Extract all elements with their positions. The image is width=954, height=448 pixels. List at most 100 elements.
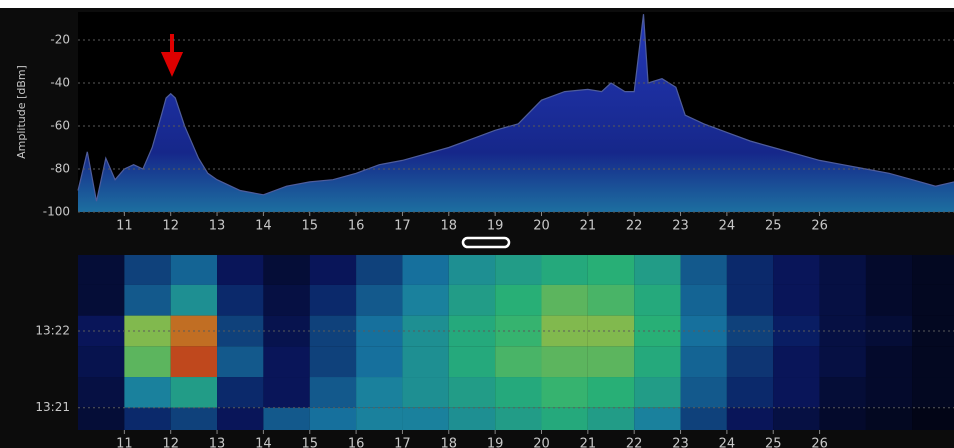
waterfall-cell: [263, 377, 309, 408]
x-tick-label: 16: [348, 219, 365, 234]
waterfall-cell: [263, 316, 309, 347]
waterfall-cell: [449, 377, 495, 408]
y-tick-label: -80: [50, 161, 70, 175]
waterfall-cell: [773, 255, 819, 285]
waterfall-cell: [217, 255, 263, 285]
waterfall-cell: [449, 346, 495, 377]
waterfall-cell: [449, 255, 495, 285]
waterfall-cell: [171, 285, 217, 316]
waterfall-cell: [124, 408, 170, 430]
y-axis-title: Amplitude [dBm]: [15, 65, 28, 159]
x-tick-label: 22: [626, 437, 643, 448]
y-tick-label: 13:22: [35, 323, 70, 337]
waterfall-cell: [495, 346, 541, 377]
waterfall-cell: [78, 346, 124, 377]
y-tick-label: -100: [43, 205, 70, 219]
waterfall-cell: [773, 408, 819, 430]
x-tick-label: 26: [811, 219, 828, 234]
waterfall-cell: [681, 346, 727, 377]
waterfall-cell: [310, 408, 356, 430]
waterfall-cell: [310, 346, 356, 377]
waterfall-cell: [171, 255, 217, 285]
waterfall-cell: [773, 377, 819, 408]
waterfall-cell: [912, 408, 954, 430]
waterfall-cell: [356, 377, 402, 408]
waterfall-cell: [402, 285, 448, 316]
waterfall-cell: [356, 346, 402, 377]
waterfall-cell: [171, 346, 217, 377]
waterfall-cell: [449, 285, 495, 316]
waterfall-cell: [681, 255, 727, 285]
x-tick-label: 11: [116, 219, 133, 234]
waterfall-cell: [634, 377, 680, 408]
waterfall-cell: [588, 408, 634, 430]
waterfall-cell: [78, 377, 124, 408]
waterfall-cell: [495, 408, 541, 430]
x-tick-label: 19: [487, 437, 504, 448]
spectrum-app: Amplitude [dBm] -100-80-60-40-2011121314…: [0, 0, 954, 448]
waterfall-cell: [634, 408, 680, 430]
waterfall-cell: [727, 255, 773, 285]
waterfall-cell: [541, 408, 587, 430]
waterfall-cell: [912, 285, 954, 316]
x-tick-label: 20: [533, 219, 550, 234]
page: Amplitude [dBm] -100-80-60-40-2011121314…: [0, 0, 954, 448]
x-tick-label: 21: [580, 437, 597, 448]
waterfall-cell: [681, 285, 727, 316]
waterfall-cell: [681, 377, 727, 408]
waterfall-cell: [402, 408, 448, 430]
x-tick-label: 17: [394, 219, 411, 234]
x-tick-label: 22: [626, 219, 643, 234]
x-tick-label: 14: [255, 219, 272, 234]
waterfall-cell: [217, 408, 263, 430]
waterfall-cell: [495, 377, 541, 408]
waterfall-cell: [217, 285, 263, 316]
x-tick-label: 15: [301, 219, 318, 234]
waterfall-cell: [727, 377, 773, 408]
waterfall-cell: [449, 408, 495, 430]
waterfall-cell: [124, 377, 170, 408]
x-tick-label: 11: [116, 437, 133, 448]
waterfall-cell: [217, 346, 263, 377]
waterfall-cell: [634, 255, 680, 285]
waterfall-cell: [541, 346, 587, 377]
waterfall-cell: [124, 285, 170, 316]
waterfall-cell: [820, 285, 866, 316]
waterfall-cell: [541, 285, 587, 316]
y-tick-label: -40: [50, 75, 70, 89]
waterfall-cell: [263, 255, 309, 285]
x-tick-label: 19: [487, 219, 504, 234]
waterfall-cell: [866, 346, 912, 377]
waterfall-cell: [634, 285, 680, 316]
waterfall-cell: [820, 255, 866, 285]
waterfall-cell: [727, 285, 773, 316]
waterfall-cell: [773, 285, 819, 316]
waterfall-cell: [588, 255, 634, 285]
waterfall-cell: [588, 285, 634, 316]
x-tick-label: 13: [209, 437, 226, 448]
waterfall-cell: [217, 377, 263, 408]
x-tick-label: 15: [301, 437, 318, 448]
waterfall-cell: [541, 377, 587, 408]
waterfall-cell: [402, 255, 448, 285]
waterfall-cell: [356, 408, 402, 430]
waterfall-cell: [727, 346, 773, 377]
x-tick-label: 23: [672, 219, 689, 234]
scroll-thumb[interactable]: [463, 238, 509, 247]
waterfall-cell: [634, 346, 680, 377]
waterfall-cell: [866, 408, 912, 430]
x-tick-label: 18: [441, 219, 458, 234]
waterfall-cell: [820, 377, 866, 408]
waterfall-cell: [78, 255, 124, 285]
waterfall-cell: [495, 255, 541, 285]
waterfall-cell: [820, 346, 866, 377]
waterfall-cell: [866, 255, 912, 285]
waterfall-cell: [263, 346, 309, 377]
waterfall-cell: [681, 408, 727, 430]
x-tick-label: 21: [580, 219, 597, 234]
waterfall-cell: [866, 377, 912, 408]
waterfall-cell: [402, 346, 448, 377]
waterfall-cell: [773, 316, 819, 347]
waterfall-cell: [356, 255, 402, 285]
x-tick-label: 18: [441, 437, 458, 448]
